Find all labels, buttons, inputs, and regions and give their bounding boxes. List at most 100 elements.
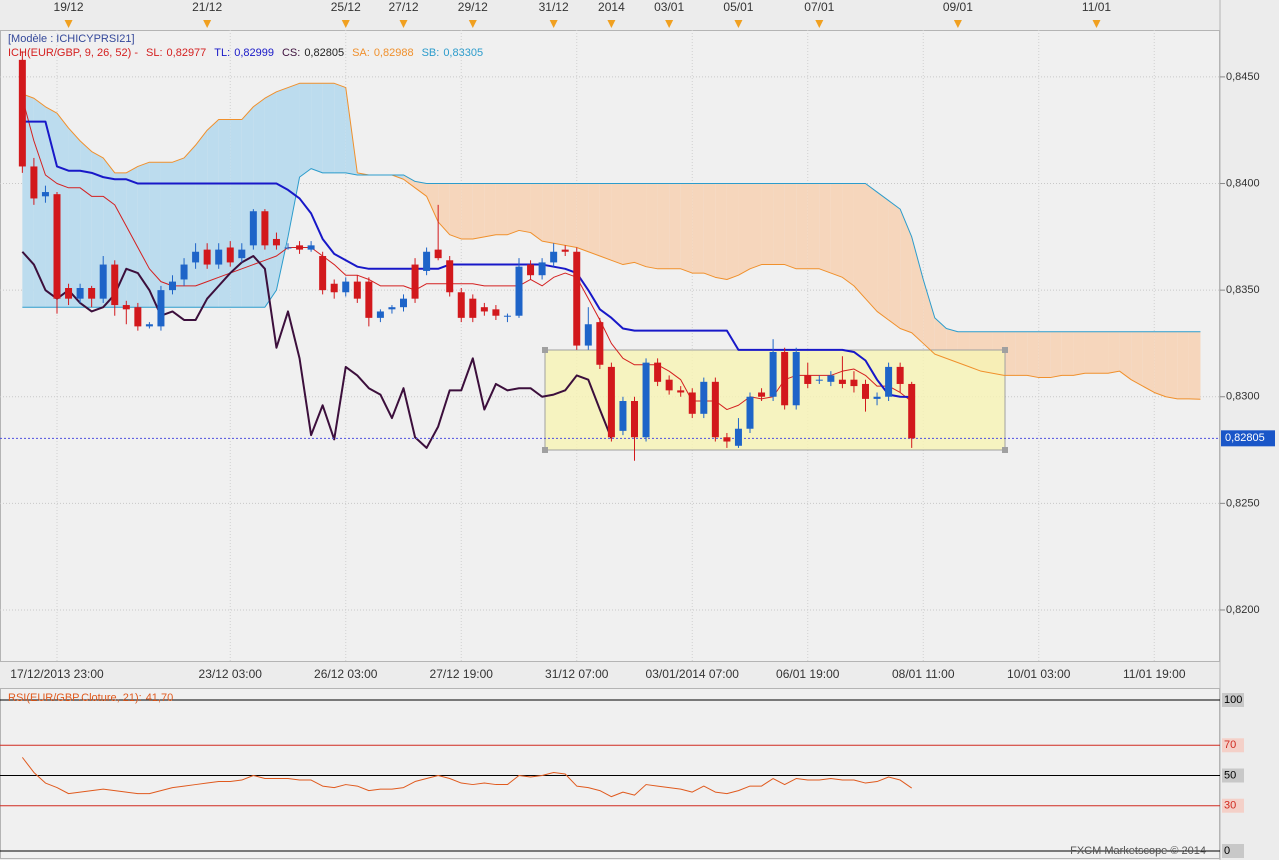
x-tick-label: 06/01 19:00 — [776, 667, 840, 681]
zone-handle[interactable] — [1002, 347, 1008, 353]
cloud-segment — [796, 183, 808, 269]
candle-body — [434, 249, 442, 259]
date-marker — [399, 20, 408, 28]
cloud-segment — [68, 128, 81, 308]
cloud-segment — [80, 140, 92, 308]
cloud-segment — [761, 183, 774, 265]
cloud-segment — [923, 279, 935, 355]
candle-body — [862, 383, 869, 399]
candle-body — [376, 311, 384, 318]
cloud-segment — [842, 183, 854, 286]
cloud-segment — [784, 183, 797, 269]
candle-body — [65, 288, 73, 299]
date-marker — [341, 20, 350, 28]
y-tick-label: 0,8450 — [1226, 71, 1260, 83]
rsi-tick-box — [1222, 798, 1244, 813]
candle-body — [492, 309, 500, 316]
candle-body — [353, 281, 361, 299]
date-marker — [64, 20, 73, 28]
legend-value: 0,83305 — [443, 47, 483, 59]
legend-name: SL: — [146, 47, 163, 59]
cloud-segment — [507, 183, 519, 235]
price-label: 0,82805 — [1225, 432, 1265, 444]
candle-body — [203, 249, 211, 265]
candle-body — [400, 298, 407, 308]
candle-body — [180, 264, 188, 280]
candle-body — [665, 379, 673, 391]
top-date-label: 19/12 — [54, 0, 84, 14]
cloud-segment — [334, 83, 346, 173]
cloud-segment — [588, 183, 600, 257]
candle-body — [850, 379, 858, 387]
candle-body — [249, 211, 257, 246]
cloud-segment — [807, 183, 820, 269]
candle-body — [330, 283, 338, 293]
date-marker — [1092, 20, 1101, 28]
candle-body — [584, 324, 592, 346]
candle-body — [157, 290, 165, 327]
candle-body — [18, 59, 26, 167]
y-tick-label: 50 — [1224, 769, 1236, 781]
cloud-segment — [1073, 331, 1085, 376]
rsi-tick-box — [1222, 693, 1244, 707]
cloud-segment — [230, 119, 242, 308]
model-label: [Modèle : ICHICYPRSI21] — [8, 33, 135, 45]
x-tick-label: 31/12 07:00 — [545, 667, 609, 681]
cloud-segment — [1061, 331, 1074, 376]
indicator-line — [21, 251, 613, 449]
candle-body — [272, 238, 280, 246]
cloud-segment — [519, 183, 531, 233]
cloud-segment — [264, 91, 277, 308]
top-date-label: 03/01 — [654, 0, 684, 14]
zone-handle[interactable] — [542, 447, 548, 453]
candle-body — [688, 392, 696, 414]
legend-name: SB: — [422, 47, 440, 59]
cloud-segment — [1004, 331, 1016, 376]
candle-body — [550, 251, 558, 263]
candle-body — [711, 381, 719, 438]
cloud-segment — [449, 183, 462, 239]
cloud-segment — [750, 183, 762, 269]
x-tick-label: 27/12 19:00 — [430, 667, 494, 681]
cloud-segment — [1119, 331, 1132, 380]
candle-body — [215, 249, 223, 265]
candle-body — [41, 192, 49, 197]
cloud-segment — [669, 183, 681, 269]
candle-body — [573, 251, 581, 346]
date-marker — [815, 20, 824, 28]
candle-body — [503, 315, 511, 317]
candle-body — [677, 390, 685, 393]
cloud-segment — [830, 183, 843, 278]
cloud-segment — [1154, 331, 1166, 397]
legend: ICH(EUR/GBP, 9, 26, 52) - SL: 0,82977 TL: 0,… — [8, 47, 483, 59]
cloud-segment — [1015, 331, 1028, 376]
cloud-segment — [530, 183, 543, 242]
candle-body — [515, 266, 523, 316]
cloud-segment — [553, 183, 566, 246]
cloud-segment — [149, 162, 161, 308]
date-marker — [665, 20, 674, 28]
top-date-label: 27/12 — [388, 0, 418, 14]
cloud-segment — [865, 183, 878, 312]
cloud-segment — [877, 192, 889, 320]
candle-body — [365, 281, 373, 318]
y-tick-label: 0,8300 — [1226, 391, 1260, 403]
cloud-segment — [311, 83, 323, 173]
cloud-segment — [888, 200, 901, 329]
candle-body — [815, 379, 823, 381]
candle-body — [342, 281, 350, 293]
cloud-segment — [819, 183, 831, 274]
rsi-line — [21, 757, 912, 798]
zone-handle[interactable] — [1002, 447, 1008, 453]
top-date-label: 09/01 — [943, 0, 973, 14]
candle-body — [746, 396, 754, 429]
date-marker — [203, 20, 212, 28]
cloud-segment — [288, 83, 300, 237]
zone-handle[interactable] — [542, 347, 548, 353]
candle-body — [654, 362, 662, 382]
cloud-segment — [1084, 331, 1097, 374]
rsi-panel — [0, 688, 1220, 859]
candle-body — [296, 245, 304, 250]
x-tick-label: 26/12 03:00 — [314, 667, 378, 681]
